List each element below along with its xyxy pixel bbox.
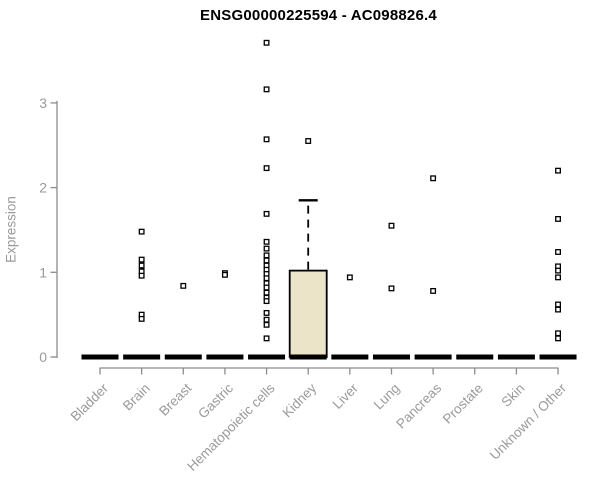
median-line [206, 354, 244, 360]
boxplot-group-pancreas [414, 175, 452, 360]
outlier-point [138, 262, 145, 269]
outlier-point [138, 315, 145, 322]
x-category-label: Bladder [68, 380, 112, 424]
boxplot-group-bladder [81, 354, 119, 360]
x-category-label: Breast [156, 380, 194, 418]
outlier-point [263, 321, 270, 328]
median-line [289, 354, 327, 360]
outlier-point [555, 330, 561, 337]
y-axis-tick-label: 1 [39, 264, 47, 280]
boxplot-group-brain [123, 228, 161, 360]
x-category-label: Lung [371, 381, 403, 413]
median-line [539, 354, 577, 360]
boxplot-group-skin [497, 354, 535, 360]
boxplot-group-breast [164, 282, 202, 360]
x-category-label: Unknown / Other [487, 380, 570, 463]
y-axis-tick-label: 2 [39, 180, 47, 196]
outlier-point [555, 335, 561, 342]
outlier-point [263, 335, 270, 342]
y-axis-tick-label: 0 [39, 349, 47, 365]
outlier-point [263, 252, 270, 259]
boxplot-group-liver [331, 274, 369, 360]
median-line [164, 354, 202, 360]
outlier-point [555, 301, 561, 308]
median-line [372, 354, 410, 360]
outlier-point [555, 267, 561, 274]
boxplot-group-prostate [456, 354, 494, 360]
outlier-point [305, 138, 312, 144]
outlier-point [555, 274, 561, 281]
outlier-point [555, 306, 561, 313]
x-category-label: Skin [498, 381, 527, 410]
outlier-point [138, 228, 145, 235]
boxplot-group-unknown-other [539, 167, 577, 360]
boxplot-group-lung [372, 222, 410, 360]
outlier-point [263, 275, 270, 282]
outlier-point [430, 287, 437, 294]
outlier-point [263, 257, 270, 264]
outlier-point [346, 274, 353, 281]
boxplot-group-kidney [288, 138, 328, 360]
outlier-point [388, 222, 395, 229]
boxplot-group-hematopoietic-cells [248, 39, 286, 360]
x-category-label: Liver [330, 380, 362, 412]
outlier-point [221, 271, 228, 278]
outlier-point [555, 167, 561, 174]
median-line [123, 354, 161, 360]
outlier-point [263, 289, 270, 296]
median-line [81, 354, 119, 360]
outlier-point [263, 86, 270, 93]
median-line [331, 354, 369, 360]
x-category-label: Brain [120, 381, 153, 414]
outlier-point [263, 310, 270, 316]
outlier-point [555, 215, 561, 222]
outlier-point [263, 298, 270, 305]
outlier-point [138, 256, 145, 263]
outlier-point [263, 165, 270, 172]
outlier-point [388, 285, 395, 292]
median-line [248, 354, 286, 360]
outlier-point [180, 282, 187, 289]
outlier-point [263, 39, 270, 46]
boxplot-group-gastric [206, 270, 244, 360]
median-line [414, 354, 452, 360]
outlier-point [263, 210, 270, 217]
outlier-point [138, 272, 145, 279]
median-line [456, 354, 494, 360]
outlier-point [263, 245, 270, 252]
outlier-point [263, 316, 270, 323]
x-category-label: Prostate [440, 381, 486, 427]
median-line [497, 354, 535, 360]
x-category-label: Kidney [280, 380, 320, 420]
outlier-point [263, 284, 270, 291]
box-body [288, 269, 328, 358]
x-category-label: Gastric [195, 380, 236, 421]
outlier-point [555, 249, 561, 255]
outlier-point [430, 175, 437, 182]
outlier-point [263, 136, 270, 143]
chart-title: ENSG00000225594 - AC098826.4 [200, 7, 437, 24]
y-axis-tick-label: 3 [39, 95, 47, 111]
x-category-label: Pancreas [393, 380, 444, 431]
outlier-point [263, 238, 270, 245]
